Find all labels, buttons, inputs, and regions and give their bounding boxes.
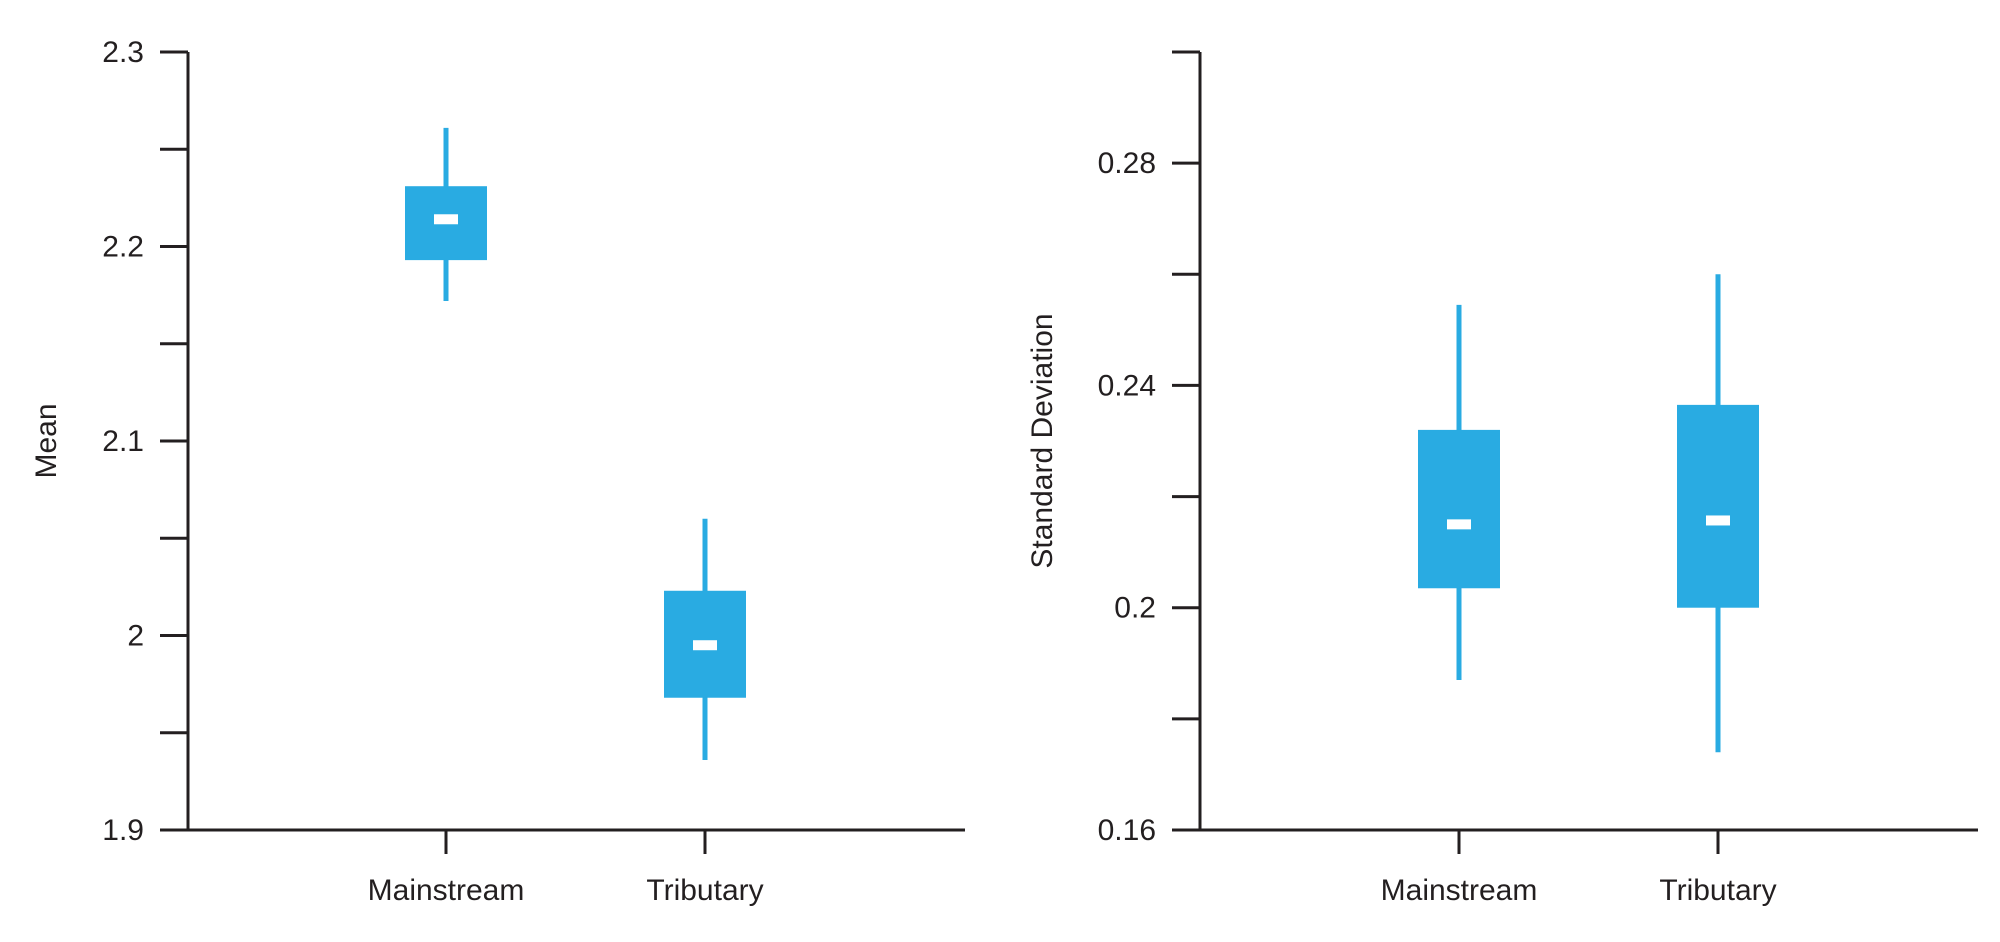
sd-y-tick-label: 0.24: [1098, 369, 1156, 402]
mean-y-tick-label: 2.2: [102, 231, 144, 264]
sd-box-mainstream: [1418, 429, 1500, 589]
sd-x-tick-label: Tributary: [1659, 874, 1776, 907]
mean-y-tick-label: 2.1: [102, 425, 144, 458]
mean-x-tick-label: Tributary: [646, 874, 763, 907]
sd-median-mainstream: [1447, 519, 1471, 530]
mean-median-tributary: [693, 640, 717, 651]
mean-x-tick-label: Mainstream: [368, 874, 525, 907]
sd-y-axis-title: Standard Deviation: [1026, 313, 1059, 568]
sd-x-tick-label: Mainstream: [1381, 874, 1538, 907]
mean-y-tick-label: 2: [127, 620, 144, 653]
mean-y-tick-label: 1.9: [102, 814, 144, 847]
mean-y-tick-label: 2.3: [102, 36, 144, 69]
sd-y-tick-label: 0.2: [1114, 592, 1156, 625]
sd-y-tick-label: 0.16: [1098, 814, 1156, 847]
sd-median-tributary: [1706, 515, 1730, 526]
sd-y-tick-label: 0.28: [1098, 147, 1156, 180]
mean-y-axis-title: Mean: [30, 403, 63, 478]
mean-median-mainstream: [434, 214, 458, 225]
sd-box-tributary: [1677, 404, 1759, 608]
